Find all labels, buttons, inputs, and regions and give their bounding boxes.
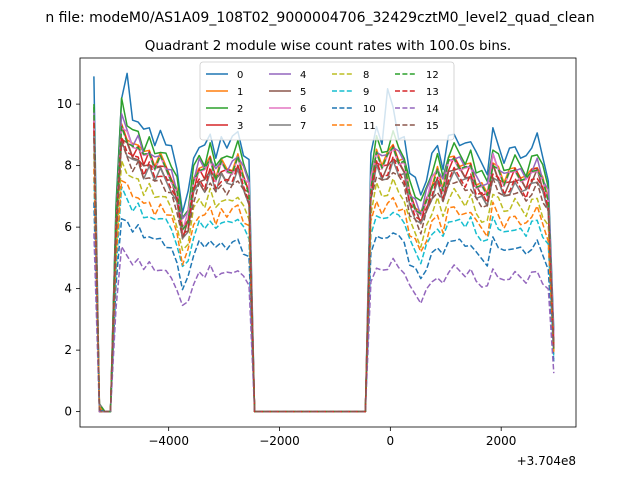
x-tick-label: −4000	[148, 434, 189, 448]
legend-label: 6	[300, 104, 306, 115]
legend-label: 8	[363, 70, 369, 81]
legend-label: 12	[426, 70, 439, 81]
legend-label: 9	[363, 87, 369, 98]
x-tick-label: 0	[387, 434, 395, 448]
plot-border	[79, 57, 577, 428]
series-line-11	[93, 168, 555, 413]
legend-label: 7	[300, 121, 306, 132]
y-tick-label: 0	[64, 405, 72, 419]
legend-label: 13	[426, 87, 439, 98]
legend-label: 10	[363, 104, 376, 115]
legend-label: 15	[426, 121, 439, 132]
legend-label: 11	[363, 121, 376, 132]
y-tick-label: 8	[64, 159, 72, 173]
y-tick-label: 10	[57, 97, 72, 111]
legend-label: 4	[300, 70, 306, 81]
y-tick-label: 4	[64, 282, 72, 296]
x-offset-label: +3.704e8	[517, 454, 576, 468]
x-tick-label: −2000	[259, 434, 300, 448]
legend-label: 1	[237, 87, 243, 98]
y-axis: 0 2 4 6 8 10	[57, 97, 80, 419]
x-tick-label: 2000	[486, 434, 517, 448]
y-tick-label: 2	[64, 343, 72, 357]
series-line-9	[93, 177, 555, 413]
axes-title: Quadrant 2 module wise count rates with …	[145, 38, 511, 54]
legend-label: 2	[237, 104, 243, 115]
legend-label: 14	[426, 104, 439, 115]
figure-suptitle: n file: modeM0/AS1A09_108T02_9000004706_…	[45, 10, 594, 26]
series-line-15	[93, 137, 555, 413]
series-layer	[93, 72, 555, 413]
legend-label: 3	[237, 121, 243, 132]
legend-label: 5	[300, 87, 306, 98]
x-axis: −4000 −2000 0 2000	[148, 427, 516, 448]
y-tick-label: 6	[64, 220, 72, 234]
legend-label: 0	[237, 70, 243, 81]
legend-frame	[199, 61, 455, 141]
